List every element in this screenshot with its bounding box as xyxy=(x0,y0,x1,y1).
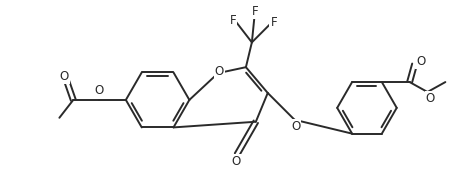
Text: O: O xyxy=(214,65,224,78)
Text: O: O xyxy=(426,92,435,105)
Text: O: O xyxy=(95,85,104,98)
Text: F: F xyxy=(270,16,277,29)
Text: F: F xyxy=(230,14,236,27)
Text: O: O xyxy=(60,70,69,83)
Text: O: O xyxy=(231,155,241,168)
Text: O: O xyxy=(416,55,425,68)
Text: O: O xyxy=(291,120,300,133)
Text: F: F xyxy=(252,5,258,18)
